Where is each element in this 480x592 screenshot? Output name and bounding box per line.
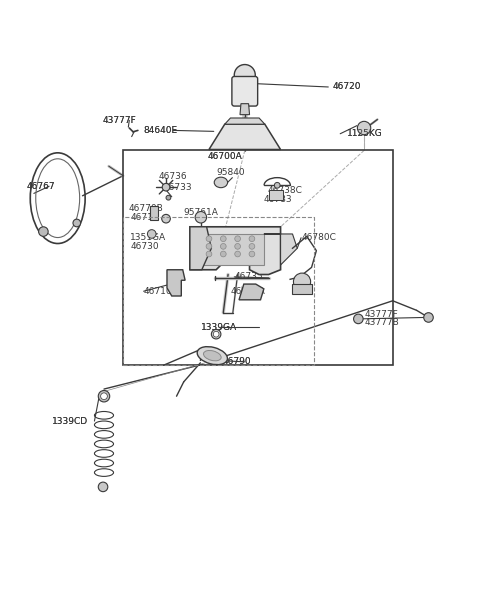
Polygon shape — [240, 104, 250, 115]
Ellipse shape — [204, 350, 221, 361]
Text: 1351GA: 1351GA — [130, 233, 167, 242]
Circle shape — [98, 482, 108, 492]
Text: 46767: 46767 — [26, 182, 55, 191]
Bar — [150, 206, 158, 220]
Text: 46730: 46730 — [130, 242, 159, 251]
Text: 46767: 46767 — [26, 182, 55, 191]
Text: 46781A: 46781A — [230, 287, 265, 296]
Circle shape — [250, 80, 257, 88]
Text: 46710A: 46710A — [144, 287, 179, 296]
Circle shape — [354, 314, 363, 324]
Text: 46720: 46720 — [333, 82, 361, 92]
Text: 95761A: 95761A — [184, 208, 218, 217]
Circle shape — [220, 251, 226, 257]
Circle shape — [235, 236, 240, 242]
Bar — [123, 217, 314, 365]
Text: 43777F: 43777F — [103, 116, 136, 125]
Bar — [269, 190, 283, 200]
Ellipse shape — [214, 177, 228, 188]
Text: 1339CD: 1339CD — [51, 417, 88, 426]
Circle shape — [220, 243, 226, 249]
Circle shape — [101, 393, 108, 400]
Circle shape — [249, 251, 255, 257]
Ellipse shape — [197, 347, 228, 365]
FancyBboxPatch shape — [232, 76, 258, 106]
Circle shape — [98, 391, 110, 402]
Circle shape — [211, 329, 221, 339]
Bar — [292, 284, 312, 294]
Circle shape — [162, 214, 170, 223]
Circle shape — [235, 243, 240, 249]
Circle shape — [162, 184, 170, 191]
Text: 84640E: 84640E — [144, 126, 178, 135]
Text: 46700A: 46700A — [207, 152, 242, 161]
Bar — [123, 150, 393, 365]
Text: 46735: 46735 — [234, 272, 263, 281]
Text: 46719: 46719 — [130, 213, 159, 222]
Circle shape — [235, 251, 240, 257]
Text: 95840: 95840 — [216, 168, 245, 178]
Text: 46700A: 46700A — [207, 152, 242, 161]
Circle shape — [275, 182, 280, 188]
Polygon shape — [167, 270, 185, 296]
Text: 46790: 46790 — [222, 358, 251, 366]
Polygon shape — [225, 118, 265, 124]
Circle shape — [73, 219, 81, 227]
Text: 46733: 46733 — [164, 183, 192, 192]
Circle shape — [147, 230, 156, 238]
Text: 46790: 46790 — [222, 358, 251, 366]
Text: 46770B: 46770B — [129, 204, 164, 213]
Text: 1339GA: 1339GA — [201, 323, 237, 332]
Circle shape — [220, 236, 226, 242]
Text: 46720: 46720 — [333, 82, 361, 92]
Text: 84640E: 84640E — [144, 126, 178, 135]
Text: 1125KG: 1125KG — [347, 129, 383, 139]
Circle shape — [206, 236, 212, 242]
Text: 1339GA: 1339GA — [201, 323, 237, 332]
Circle shape — [206, 243, 212, 249]
Polygon shape — [190, 227, 281, 275]
Circle shape — [195, 211, 206, 223]
Circle shape — [293, 273, 311, 290]
Text: 1125KG: 1125KG — [347, 129, 383, 139]
Text: 46738C: 46738C — [268, 185, 302, 195]
Circle shape — [38, 227, 48, 236]
Text: 1339CD: 1339CD — [51, 417, 88, 426]
Circle shape — [166, 195, 171, 200]
Circle shape — [249, 243, 255, 249]
Circle shape — [234, 65, 255, 86]
Circle shape — [249, 236, 255, 242]
Text: 46783: 46783 — [264, 195, 292, 204]
Text: 43777F: 43777F — [103, 116, 136, 125]
Text: 43777B: 43777B — [365, 318, 400, 327]
Circle shape — [206, 251, 212, 257]
Circle shape — [424, 313, 433, 322]
Polygon shape — [190, 227, 211, 270]
Text: 43777F: 43777F — [365, 310, 399, 318]
Text: 46736: 46736 — [159, 172, 188, 181]
Polygon shape — [239, 284, 264, 300]
Polygon shape — [209, 124, 281, 150]
Polygon shape — [202, 234, 264, 265]
Circle shape — [358, 121, 371, 135]
Text: 46780C: 46780C — [301, 233, 336, 242]
Polygon shape — [264, 234, 297, 265]
Circle shape — [213, 332, 219, 337]
